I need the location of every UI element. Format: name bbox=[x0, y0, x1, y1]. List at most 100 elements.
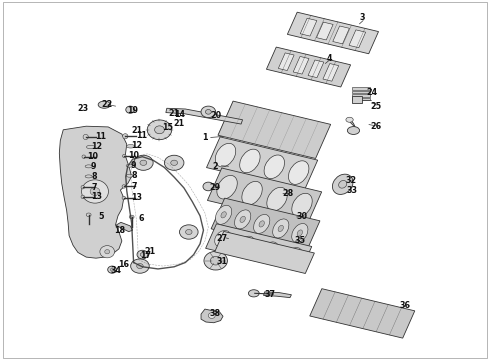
Ellipse shape bbox=[278, 225, 283, 231]
Text: 31: 31 bbox=[217, 257, 227, 266]
Text: 7: 7 bbox=[92, 183, 97, 192]
Ellipse shape bbox=[155, 126, 164, 134]
Text: 16: 16 bbox=[118, 260, 129, 269]
Text: 36: 36 bbox=[400, 301, 411, 310]
Text: 2: 2 bbox=[213, 162, 219, 171]
Ellipse shape bbox=[81, 185, 85, 189]
Ellipse shape bbox=[83, 134, 88, 140]
Ellipse shape bbox=[129, 215, 134, 219]
Ellipse shape bbox=[346, 117, 353, 122]
Text: 13: 13 bbox=[91, 192, 102, 201]
Text: 32: 32 bbox=[346, 176, 357, 185]
Bar bbox=[351, 91, 370, 93]
Polygon shape bbox=[300, 18, 317, 36]
Ellipse shape bbox=[215, 143, 236, 167]
Text: 14: 14 bbox=[174, 110, 186, 119]
Polygon shape bbox=[278, 53, 294, 71]
Polygon shape bbox=[207, 168, 321, 224]
Ellipse shape bbox=[122, 134, 128, 139]
Text: 6: 6 bbox=[139, 214, 144, 223]
Ellipse shape bbox=[297, 230, 302, 236]
Text: 8: 8 bbox=[132, 171, 137, 180]
Text: 34: 34 bbox=[111, 266, 122, 275]
Polygon shape bbox=[308, 60, 324, 78]
Ellipse shape bbox=[215, 230, 231, 247]
Polygon shape bbox=[201, 309, 223, 323]
Ellipse shape bbox=[98, 101, 110, 108]
Ellipse shape bbox=[81, 195, 85, 199]
Ellipse shape bbox=[85, 175, 92, 178]
Polygon shape bbox=[264, 292, 292, 298]
Bar bbox=[351, 96, 362, 103]
Polygon shape bbox=[206, 137, 318, 191]
Polygon shape bbox=[333, 26, 349, 44]
Ellipse shape bbox=[235, 210, 251, 229]
Text: 15: 15 bbox=[162, 123, 173, 132]
Polygon shape bbox=[166, 108, 243, 124]
Ellipse shape bbox=[272, 219, 289, 238]
Text: 19: 19 bbox=[127, 105, 138, 114]
Ellipse shape bbox=[137, 264, 143, 269]
Polygon shape bbox=[293, 57, 309, 74]
Text: 21: 21 bbox=[131, 126, 142, 135]
Text: 4: 4 bbox=[326, 54, 332, 63]
Text: 18: 18 bbox=[114, 226, 125, 235]
Text: 11: 11 bbox=[136, 131, 147, 140]
Ellipse shape bbox=[286, 248, 303, 264]
Polygon shape bbox=[323, 63, 339, 81]
Ellipse shape bbox=[81, 180, 108, 203]
Ellipse shape bbox=[82, 155, 86, 158]
Text: 17: 17 bbox=[140, 251, 151, 260]
Polygon shape bbox=[317, 22, 333, 40]
Text: 27: 27 bbox=[217, 234, 227, 243]
Ellipse shape bbox=[292, 224, 308, 243]
Ellipse shape bbox=[332, 174, 353, 194]
Polygon shape bbox=[218, 101, 331, 158]
Text: 21: 21 bbox=[169, 109, 180, 118]
Text: 10: 10 bbox=[87, 152, 98, 161]
Ellipse shape bbox=[217, 175, 237, 199]
Ellipse shape bbox=[126, 164, 133, 167]
Ellipse shape bbox=[267, 187, 287, 211]
Text: 23: 23 bbox=[77, 104, 88, 113]
Ellipse shape bbox=[292, 193, 312, 217]
Ellipse shape bbox=[100, 246, 115, 258]
Ellipse shape bbox=[264, 155, 285, 179]
Ellipse shape bbox=[171, 160, 177, 166]
Text: 33: 33 bbox=[346, 185, 357, 194]
Text: 9: 9 bbox=[131, 161, 136, 170]
Ellipse shape bbox=[240, 216, 245, 222]
Ellipse shape bbox=[140, 253, 145, 256]
Text: 9: 9 bbox=[91, 162, 96, 171]
Ellipse shape bbox=[248, 290, 259, 297]
Text: 10: 10 bbox=[128, 152, 139, 161]
Ellipse shape bbox=[240, 149, 260, 173]
Ellipse shape bbox=[259, 221, 265, 227]
Ellipse shape bbox=[134, 155, 153, 170]
Text: 22: 22 bbox=[101, 100, 113, 109]
Bar bbox=[351, 87, 370, 90]
Ellipse shape bbox=[126, 174, 133, 177]
Ellipse shape bbox=[108, 266, 117, 273]
Ellipse shape bbox=[137, 250, 148, 259]
Ellipse shape bbox=[289, 161, 309, 184]
Ellipse shape bbox=[221, 212, 226, 218]
Polygon shape bbox=[211, 198, 320, 252]
Text: 8: 8 bbox=[92, 172, 98, 181]
Ellipse shape bbox=[86, 213, 91, 217]
Ellipse shape bbox=[131, 259, 149, 273]
Text: 7: 7 bbox=[132, 181, 137, 190]
Ellipse shape bbox=[201, 106, 216, 118]
Ellipse shape bbox=[179, 225, 198, 239]
Ellipse shape bbox=[242, 181, 262, 205]
Polygon shape bbox=[59, 126, 132, 258]
Text: 26: 26 bbox=[370, 122, 382, 131]
Ellipse shape bbox=[122, 185, 125, 188]
Polygon shape bbox=[206, 224, 312, 271]
Ellipse shape bbox=[208, 313, 215, 319]
Bar bbox=[351, 98, 370, 100]
Ellipse shape bbox=[164, 155, 184, 170]
Text: 21: 21 bbox=[173, 119, 185, 128]
Text: 35: 35 bbox=[294, 236, 305, 245]
Text: 3: 3 bbox=[360, 13, 365, 22]
